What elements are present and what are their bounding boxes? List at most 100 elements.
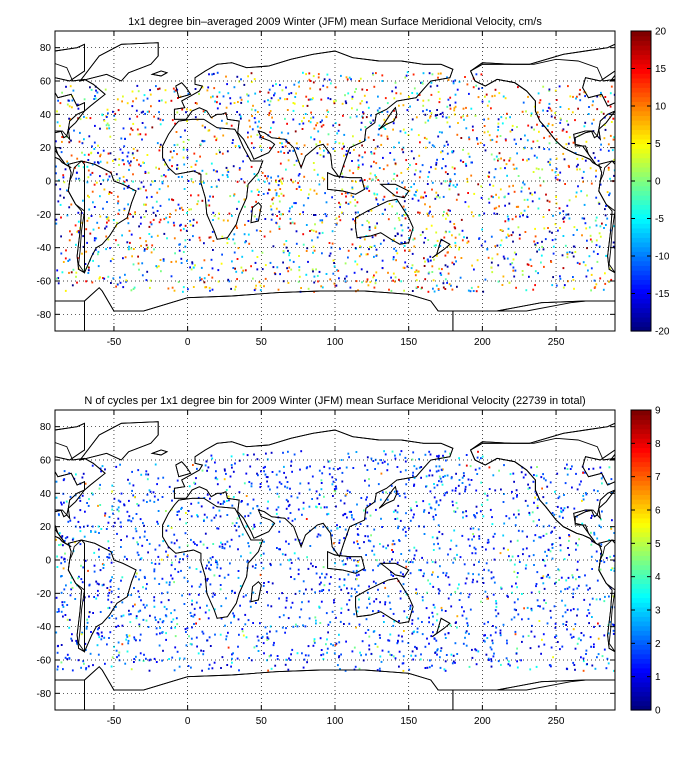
- data-bin: [548, 200, 551, 203]
- data-bin: [289, 207, 291, 210]
- data-bin: [463, 474, 465, 477]
- data-bin: [441, 533, 444, 536]
- data-bin: [132, 147, 135, 150]
- data-bin: [377, 610, 380, 612]
- data-bin: [568, 586, 571, 589]
- data-bin: [597, 201, 600, 204]
- data-bin: [572, 141, 575, 144]
- data-bin: [521, 618, 523, 621]
- data-bin: [607, 149, 610, 152]
- data-bin: [216, 527, 218, 530]
- data-bin: [266, 476, 269, 479]
- data-bin: [450, 284, 452, 287]
- data-bin: [231, 522, 234, 525]
- data-bin: [85, 668, 87, 671]
- data-bin: [103, 188, 106, 191]
- data-bin: [350, 78, 352, 81]
- data-bin: [304, 625, 307, 628]
- data-bin: [105, 235, 108, 238]
- data-bin: [399, 130, 402, 133]
- data-bin: [391, 90, 394, 93]
- data-bin: [257, 194, 260, 196]
- data-bin: [368, 648, 371, 651]
- data-bin: [332, 124, 335, 127]
- data-bin: [487, 541, 490, 544]
- colorbar-swatch: [631, 148, 651, 154]
- data-bin: [436, 484, 439, 487]
- data-bin: [268, 188, 270, 191]
- data-bin: [118, 158, 121, 161]
- coastline-outline: [432, 238, 451, 259]
- data-bin: [210, 519, 213, 522]
- data-bin: [254, 567, 257, 569]
- data-bin: [330, 529, 333, 532]
- data-bin: [317, 130, 320, 133]
- data-bin: [257, 178, 260, 181]
- data-bin: [531, 511, 534, 514]
- data-bin: [578, 262, 581, 265]
- data-bin: [564, 244, 567, 247]
- data-bin: [295, 142, 298, 145]
- data-bin: [99, 153, 102, 156]
- data-bin: [395, 200, 398, 203]
- data-bin: [424, 113, 427, 116]
- data-bin: [285, 507, 288, 510]
- data-bin: [369, 245, 371, 248]
- data-bin: [226, 150, 229, 153]
- data-bin: [126, 650, 129, 653]
- data-bin: [93, 570, 96, 573]
- data-bin: [66, 214, 69, 217]
- data-bin: [332, 259, 335, 262]
- data-bin: [211, 288, 214, 291]
- data-bin: [554, 490, 556, 493]
- data-bin: [490, 195, 493, 198]
- data-bin: [264, 473, 267, 476]
- data-bin: [354, 260, 357, 263]
- data-bin: [471, 656, 474, 659]
- data-bin: [533, 501, 535, 504]
- data-bin: [591, 616, 593, 618]
- data-bin: [149, 221, 152, 224]
- data-bin: [131, 255, 133, 258]
- data-bin: [339, 499, 342, 502]
- data-bin: [408, 668, 411, 671]
- data-bin: [538, 130, 540, 133]
- data-bin: [343, 145, 345, 148]
- data-bin: [241, 533, 244, 536]
- data-bin: [64, 560, 66, 563]
- data-bin: [308, 505, 311, 508]
- data-bin: [83, 535, 86, 538]
- data-bin: [135, 530, 138, 533]
- data-bin: [331, 242, 334, 245]
- data-bin: [279, 188, 282, 190]
- data-bin: [221, 174, 224, 177]
- data-bin: [80, 633, 83, 636]
- data-bin: [383, 450, 385, 453]
- data-bin: [161, 659, 163, 662]
- data-bin: [434, 561, 437, 564]
- data-bin: [447, 576, 450, 579]
- data-bin: [475, 649, 478, 652]
- data-bin: [178, 243, 181, 246]
- data-bin: [512, 240, 514, 243]
- colorbar-swatch: [631, 592, 651, 599]
- data-bin: [93, 98, 96, 100]
- data-bin: [230, 665, 232, 668]
- data-bin: [412, 610, 414, 613]
- data-bin: [236, 258, 239, 260]
- data-bin: [559, 544, 562, 547]
- chart-panel-1: -50 0 50 100 150 200 250-80-60-40-200204060801…: [37, 16, 670, 348]
- data-bin: [145, 587, 147, 590]
- data-bin: [468, 138, 471, 141]
- data-bin: [290, 178, 292, 181]
- data-bin: [386, 498, 389, 501]
- data-bin: [328, 467, 331, 470]
- data-bin: [120, 137, 123, 140]
- data-bin: [308, 193, 310, 196]
- data-bin: [55, 631, 58, 634]
- data-bin: [321, 176, 324, 179]
- data-bin: [191, 262, 194, 265]
- data-bin: [350, 510, 352, 513]
- data-bin: [543, 477, 545, 480]
- data-bin: [505, 236, 508, 239]
